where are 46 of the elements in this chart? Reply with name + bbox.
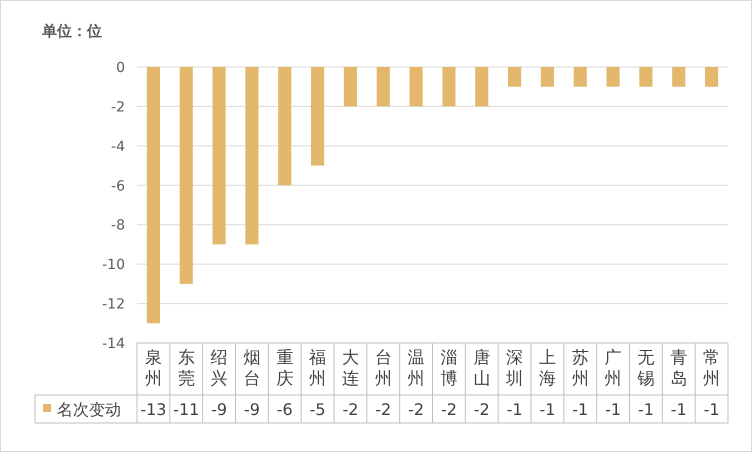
x-tick-label: 青岛 xyxy=(670,348,688,389)
x-tick-label: 重庆 xyxy=(276,348,294,389)
x-tick-label: 常州 xyxy=(703,348,720,389)
data-label: -11 xyxy=(173,400,200,419)
x-tick-label: 深圳 xyxy=(505,348,524,389)
x-tick-label: 温州 xyxy=(408,348,425,389)
y-tick-label: -10 xyxy=(102,257,125,274)
data-label: -1 xyxy=(670,400,687,419)
data-label: -1 xyxy=(506,400,523,419)
x-tick-label: 台州 xyxy=(374,348,392,389)
data-label: -2 xyxy=(474,400,490,419)
x-tick-label: 唐山 xyxy=(473,348,490,389)
data-label: -9 xyxy=(244,400,260,419)
data-label: -2 xyxy=(408,400,424,419)
y-tick-label: -6 xyxy=(111,178,126,194)
y-tick-label: -12 xyxy=(102,296,125,313)
x-tick-label: 泉州 xyxy=(144,348,162,389)
x-tick-label: 绍兴 xyxy=(210,348,228,389)
data-label: -1 xyxy=(539,400,556,419)
x-tick-label: 上海 xyxy=(538,348,556,389)
data-label: -1 xyxy=(572,400,588,419)
x-tick-label: 无锡 xyxy=(636,348,654,389)
y-tick-label: 0 xyxy=(116,60,125,76)
legend-label: 名次变动 xyxy=(57,400,121,419)
data-label: -13 xyxy=(140,400,166,419)
data-label: -1 xyxy=(605,400,622,419)
y-tick-label: -4 xyxy=(111,138,126,155)
x-tick-label: 东莞 xyxy=(178,348,195,389)
data-label: -6 xyxy=(276,400,293,419)
data-label: -1 xyxy=(638,400,654,419)
x-tick-label: 淄博 xyxy=(440,348,458,389)
x-tick-label: 广州 xyxy=(604,348,622,389)
y-tick-label: -14 xyxy=(102,336,126,352)
data-label: -2 xyxy=(440,400,457,419)
x-tick-label: 福州 xyxy=(309,348,326,389)
y-tick-label: -8 xyxy=(111,218,125,234)
x-tick-label: 烟台 xyxy=(243,348,260,389)
data-label: -2 xyxy=(375,400,392,419)
x-tick-label: 大连 xyxy=(342,348,359,389)
data-label: -2 xyxy=(342,400,358,419)
data-label: -1 xyxy=(704,400,720,419)
data-label: -5 xyxy=(310,400,326,419)
y-tick-label: -2 xyxy=(111,99,125,116)
x-tick-label: 苏州 xyxy=(572,348,589,389)
data-label: -9 xyxy=(211,400,228,419)
y-axis-title: 单位：位 xyxy=(41,22,102,40)
